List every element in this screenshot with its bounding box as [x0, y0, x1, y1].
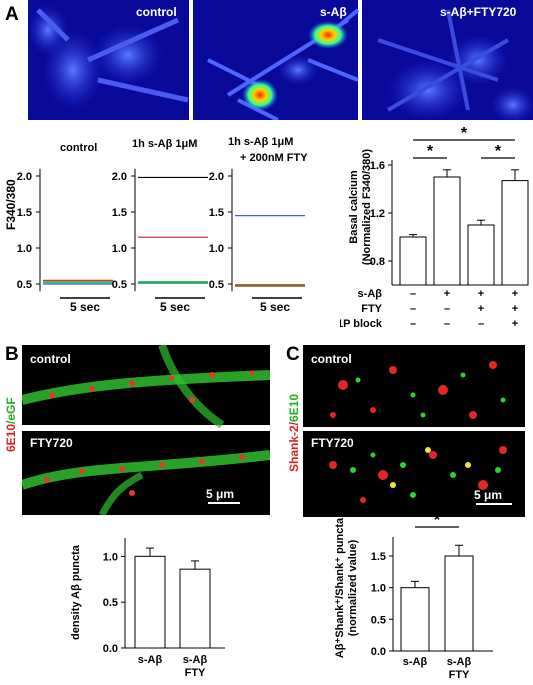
a-row-cell-2-2: – [478, 318, 484, 330]
b-label-control: control [30, 352, 71, 366]
micrograph-label-control: control [136, 5, 177, 19]
trace-tick-label-2: 0.5 [209, 279, 224, 291]
a-row-cell-0-0: – [410, 288, 416, 300]
a-row-cell-0-2: + [478, 288, 484, 300]
b-micrographs [22, 345, 270, 515]
trace-tick-label-2: 1.5 [209, 207, 224, 219]
a-row-cell-1-2: + [478, 303, 484, 315]
a-row-label-2: S1P block [340, 318, 383, 330]
a-row-label-1: FTY [361, 303, 382, 315]
panel-label-c: C [286, 344, 300, 365]
b-bar-cat-0: s-Aβ [138, 654, 163, 666]
c-bar-cat-1: FTY [449, 669, 470, 681]
a-row-cell-2-1: – [444, 318, 450, 330]
c-bar-0 [400, 587, 430, 652]
c-bar-tick-label: 1.0 [371, 583, 386, 595]
b-scale-text: 5 μm [206, 487, 235, 501]
c-bar-tick-label: 0.0 [371, 646, 386, 658]
c-scale-bar [476, 503, 512, 505]
b-bar-tick-label: 1.0 [103, 551, 118, 563]
a-bar-1 [433, 176, 461, 286]
b-ylabel: density Aβ puncta [70, 545, 82, 640]
a-row-cell-2-3: + [512, 318, 518, 330]
c-bar-tick-label: 1.5 [371, 551, 386, 563]
c-bar-cat-0: s-Aβ [403, 656, 428, 668]
a-row-cell-1-0: – [410, 303, 416, 315]
c-bar-1 [444, 555, 474, 652]
c-side-label: Shank-2/6E10 [287, 393, 301, 472]
trace-tick-label-1: 1.5 [112, 207, 127, 219]
trace-scalebar-1: 5 sec [70, 300, 101, 314]
trace-scalebar-2: 5 sec [160, 300, 191, 314]
a-row-label-0: s-Aβ [358, 288, 383, 300]
micrograph-label-sab-fty: s-Aβ+FTY720 [440, 5, 517, 19]
a-row-cell-1-1: – [444, 303, 450, 315]
trace-tick-label-0: 1.5 [17, 207, 32, 219]
trace-title-sab: 1h s-Aβ 1μM [132, 138, 198, 150]
panel-label-a: A [5, 4, 19, 25]
a-bar-0 [399, 236, 427, 286]
calcium-traces: 2.0 1.5 1.0 0.5 2.0 1.5 1.0 0.5 2.0 1.5 1.0 0.5 [17, 168, 305, 299]
basal-calcium-chart: 1.6 1.2 0.8 * * * [370, 125, 529, 286]
b-bar-0 [134, 555, 166, 649]
c-micrographs [303, 345, 525, 517]
trace-tick-label-1: 1.0 [112, 243, 127, 255]
c-sig-star: * [434, 515, 441, 529]
trace-tick-label-0: 2.0 [17, 171, 32, 183]
trace-tick-label-1: 2.0 [112, 171, 127, 183]
c-label-control: control [311, 352, 352, 366]
panel-label-b: B [5, 344, 19, 365]
c-label-fty720: FTY720 [311, 436, 354, 450]
trace-tick-label-2: 2.0 [209, 171, 224, 183]
treatment-table: s-Aβ – + + + FTY – – + + S1P block – – – + [340, 288, 518, 330]
a-sig-star-3: * [495, 143, 502, 160]
c-bar-tick-label: 0.5 [371, 614, 386, 626]
trace-title-control: control [60, 142, 98, 154]
trace-title-sab-fty: 1h s-Aβ 1μM [228, 136, 294, 148]
a-row-cell-0-1: + [444, 288, 450, 300]
a-sig-star-2: * [427, 143, 434, 160]
trace-tick-label-1: 0.5 [112, 279, 127, 291]
b-bar-cat-1: FTY [185, 667, 206, 679]
trace-subtitle-sab-fty: + 200nM FTY [240, 152, 308, 164]
a-bar-tick-label: 0.8 [370, 256, 385, 268]
b-side-label: 6E10/eGF [4, 397, 18, 452]
a-bar-2 [467, 224, 495, 286]
a-row-cell-1-3: + [512, 303, 518, 315]
a-bar-tick-label: 1.6 [370, 160, 385, 172]
trace-scalebar-3: 5 sec [260, 300, 291, 314]
b-label-fty720: FTY720 [30, 436, 73, 450]
c-scale-text: 5 μm [474, 488, 503, 502]
trace-tick-label-0: 1.0 [17, 243, 32, 255]
b-scale-bar [208, 502, 240, 504]
b-bar-cat-1: s-Aβ [183, 654, 208, 666]
a-bar-tick-label: 1.2 [370, 208, 385, 220]
trace-tick-label-0: 0.5 [17, 279, 32, 291]
a-sig-star-1: * [461, 125, 468, 142]
trace-tick-label-2: 1.0 [209, 243, 224, 255]
b-bar-1 [179, 568, 211, 649]
a-row-cell-2-0: – [410, 318, 416, 330]
b-bar-tick-label: 0.5 [103, 597, 118, 609]
a-row-cell-0-3: + [512, 288, 518, 300]
calcium-micrographs [28, 0, 533, 120]
b-bar-tick-label: 0.0 [103, 643, 118, 655]
a-bar-3 [501, 180, 529, 286]
c-bar-cat-1: s-Aβ [447, 656, 472, 668]
micrograph-label-sab: s-Aβ [320, 5, 347, 19]
